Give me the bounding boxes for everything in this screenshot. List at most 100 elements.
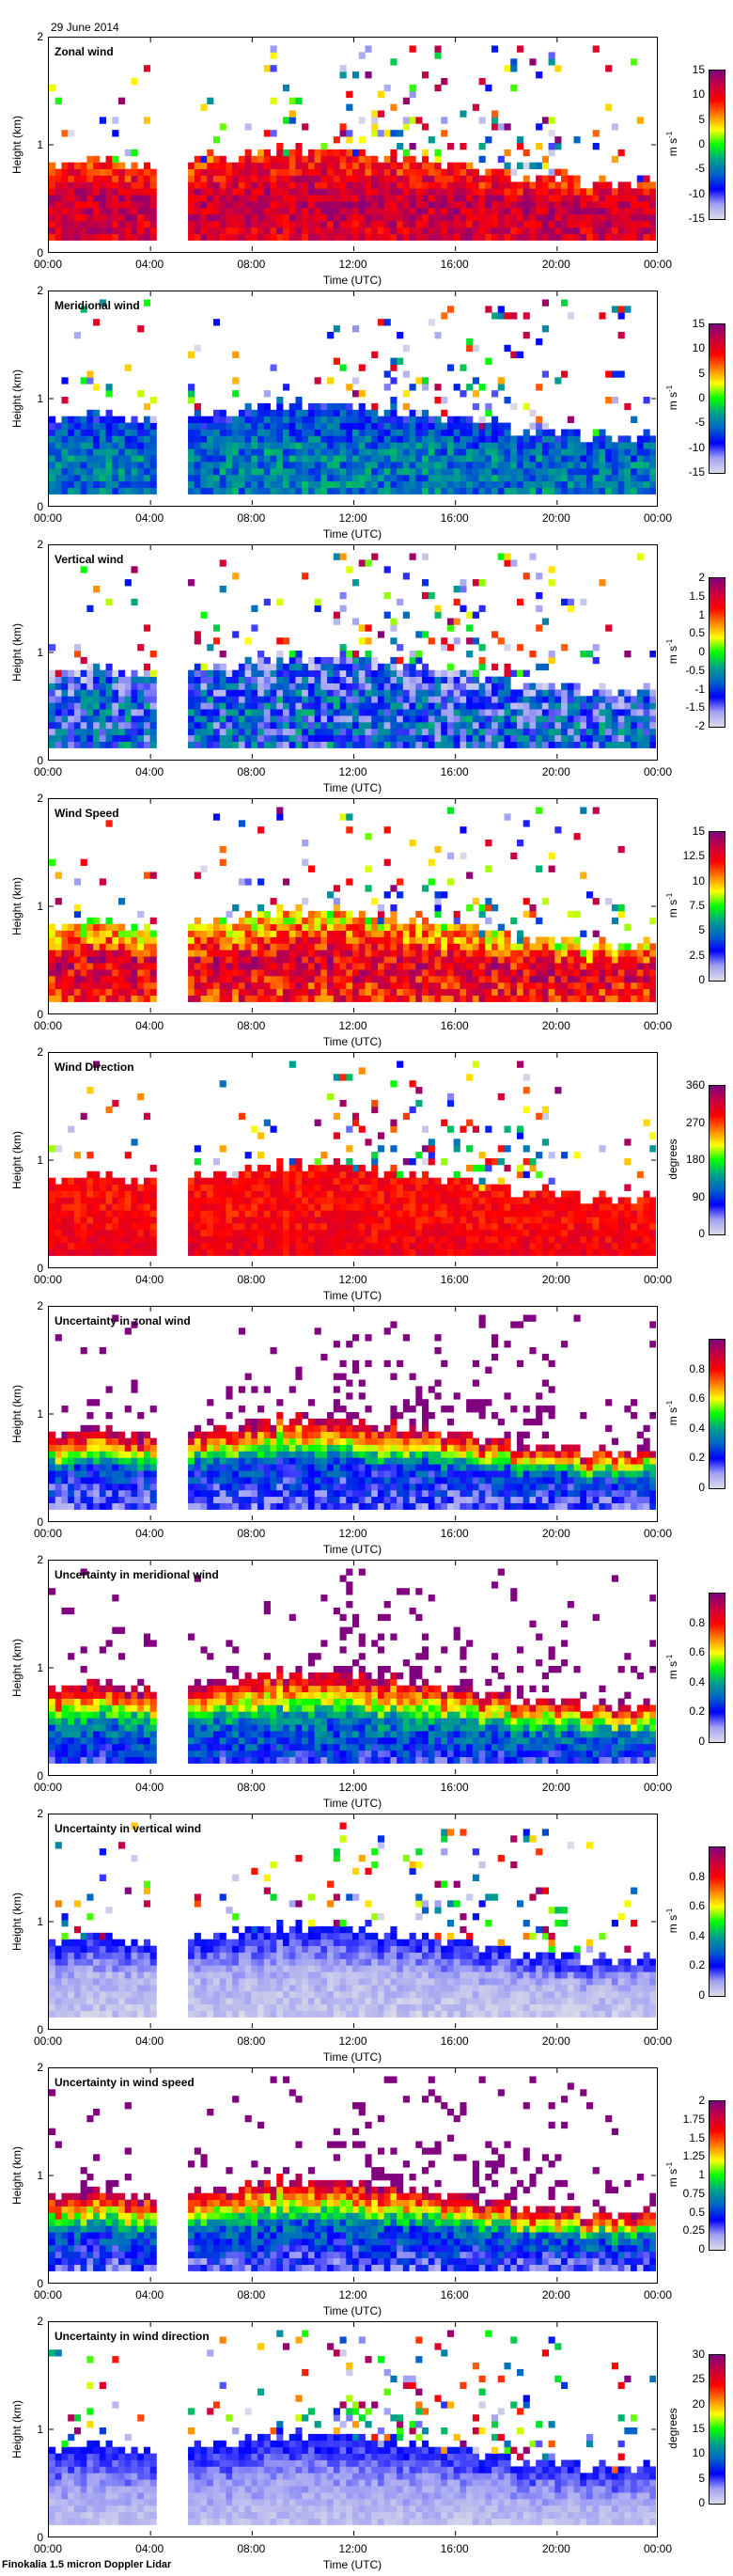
heatmap-cell bbox=[383, 227, 391, 234]
heatmap-cell bbox=[270, 227, 277, 234]
heatmap-cell bbox=[61, 467, 69, 476]
heatmap-cell bbox=[99, 969, 106, 977]
heatmap-cell bbox=[453, 715, 460, 723]
heatmap-cell bbox=[460, 969, 467, 977]
heatmap-cell bbox=[585, 988, 594, 996]
heatmap-cell bbox=[143, 624, 151, 632]
heatmap-cell bbox=[409, 175, 416, 182]
heatmap-cell bbox=[592, 227, 600, 234]
heatmap-cell bbox=[238, 429, 246, 436]
heatmap-cell bbox=[68, 416, 75, 423]
heatmap-cell bbox=[567, 605, 574, 612]
heatmap-cell bbox=[397, 188, 404, 196]
heatmap-cell bbox=[257, 669, 265, 677]
heatmap-cell bbox=[270, 969, 277, 977]
heatmap-cell bbox=[636, 943, 644, 950]
heatmap-cell bbox=[415, 923, 423, 931]
heatmap-cell bbox=[149, 702, 157, 710]
heatmap-cell bbox=[472, 721, 479, 730]
heatmap-cell bbox=[346, 689, 353, 697]
heatmap-cell bbox=[295, 982, 303, 990]
heatmap-cell bbox=[137, 455, 145, 463]
heatmap-cell bbox=[212, 487, 221, 495]
heatmap-cell bbox=[212, 689, 221, 697]
heatmap-cell bbox=[68, 969, 75, 977]
heatmap-cell bbox=[529, 982, 537, 990]
heatmap-cell bbox=[573, 982, 581, 990]
heatmap-cell bbox=[371, 936, 379, 944]
heatmap-cell bbox=[124, 943, 132, 950]
heatmap-cell bbox=[282, 409, 290, 417]
heatmap-cell bbox=[522, 969, 530, 977]
heatmap-cell bbox=[86, 982, 94, 990]
heatmap-cell bbox=[200, 195, 208, 202]
heatmap-cell bbox=[371, 168, 379, 176]
heatmap-cell bbox=[636, 734, 644, 742]
heatmap-cell bbox=[244, 683, 252, 690]
heatmap-cell bbox=[491, 721, 499, 730]
heatmap-cell bbox=[61, 130, 69, 137]
heatmap-cell bbox=[270, 462, 277, 469]
heatmap-cell bbox=[580, 188, 587, 196]
heatmap-cell bbox=[124, 689, 132, 697]
heatmap-cell bbox=[194, 950, 201, 957]
heatmap-cell bbox=[320, 923, 328, 931]
heatmap-cell bbox=[99, 435, 106, 443]
heatmap-cell bbox=[219, 233, 226, 241]
heatmap-cell bbox=[358, 208, 366, 215]
heatmap-cell bbox=[491, 696, 499, 703]
heatmap-cell bbox=[573, 715, 581, 723]
x-tick-label: 04:00 bbox=[135, 511, 164, 525]
heatmap-cell bbox=[643, 696, 650, 703]
heatmap-cell bbox=[561, 696, 569, 703]
heatmap-cell bbox=[541, 741, 550, 748]
heatmap-cell bbox=[491, 213, 499, 222]
heatmap-cell bbox=[585, 208, 594, 215]
heatmap-cell bbox=[289, 988, 296, 996]
heatmap-cell bbox=[592, 181, 600, 189]
heatmap-cell bbox=[86, 220, 94, 228]
heatmap-cell bbox=[131, 213, 138, 222]
heatmap-cell bbox=[573, 474, 581, 482]
heatmap-cell bbox=[504, 696, 511, 703]
heatmap-cell bbox=[428, 162, 435, 169]
heatmap-cell bbox=[415, 435, 423, 443]
heatmap-cell bbox=[200, 728, 208, 736]
heatmap-cell bbox=[137, 676, 145, 683]
heatmap-cell bbox=[383, 995, 391, 1002]
heatmap-cell bbox=[567, 709, 574, 716]
heatmap-cell bbox=[333, 910, 340, 919]
heatmap-cell bbox=[611, 917, 619, 925]
heatmap-cell bbox=[295, 448, 303, 456]
heatmap-cell bbox=[415, 956, 423, 964]
heatmap-cell bbox=[573, 220, 581, 228]
heatmap-cell bbox=[307, 702, 316, 710]
heatmap-cell bbox=[522, 689, 530, 697]
heatmap-cell bbox=[68, 995, 75, 1002]
heatmap-cell bbox=[631, 988, 638, 996]
heatmap-cell bbox=[276, 651, 284, 658]
heatmap-cell bbox=[194, 975, 201, 983]
heatmap-cell bbox=[333, 195, 340, 202]
heatmap-cell bbox=[61, 689, 69, 697]
heatmap-cell bbox=[302, 573, 309, 580]
heatmap-cell bbox=[434, 923, 442, 931]
heatmap-cell bbox=[212, 213, 221, 222]
heatmap-cell bbox=[541, 982, 550, 990]
heatmap-cell bbox=[352, 435, 360, 443]
heatmap-cell bbox=[383, 715, 391, 723]
heatmap-cell bbox=[397, 689, 404, 697]
heatmap-cell bbox=[485, 188, 492, 196]
heatmap-cell bbox=[105, 741, 113, 748]
heatmap-cell bbox=[497, 123, 505, 131]
heatmap-cell bbox=[118, 195, 126, 202]
heatmap-cell bbox=[137, 689, 145, 697]
heatmap-cell bbox=[257, 715, 265, 723]
heatmap-cell bbox=[472, 734, 479, 742]
heatmap-cell bbox=[314, 950, 321, 957]
heatmap-cell bbox=[282, 474, 290, 482]
heatmap-cell bbox=[93, 195, 101, 202]
heatmap-cell bbox=[99, 930, 106, 937]
heatmap-cell bbox=[472, 233, 479, 241]
heatmap-cell bbox=[397, 702, 404, 710]
